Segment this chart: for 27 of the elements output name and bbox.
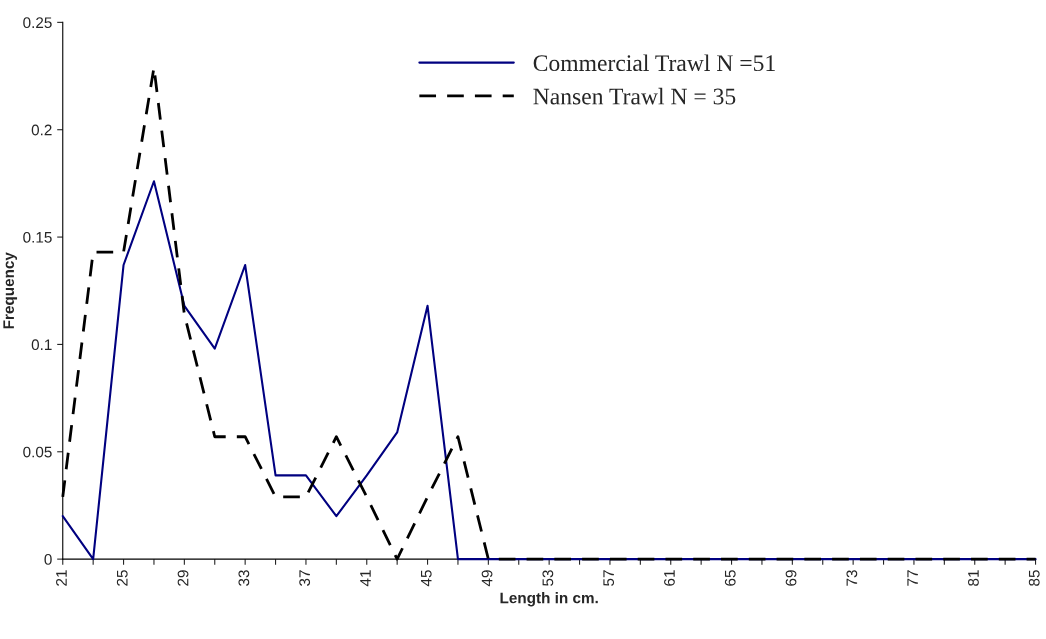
x-tick-label: 45 — [420, 570, 432, 587]
legend-label: Nansen Trawl N = 35 — [533, 87, 736, 105]
x-tick-label: 25 — [116, 570, 128, 586]
y-tick-label: 0.2 — [31, 124, 52, 136]
x-tick-label: 57 — [603, 570, 615, 586]
y-axis-title: Frequency — [3, 252, 18, 329]
legend-label: Commercial Trawl N =51 — [533, 54, 775, 72]
x-tick-label: 49 — [481, 570, 493, 587]
y-tick-label: 0.1 — [31, 339, 52, 351]
x-tick-label: 37 — [299, 570, 311, 586]
y-tick-label: 0.15 — [23, 231, 52, 243]
x-tick-label: 65 — [724, 570, 736, 586]
y-tick-label: 0 — [44, 553, 52, 565]
x-tick-label: 21 — [56, 570, 67, 586]
x-tick-label: 61 — [664, 570, 675, 586]
x-tick-label: 41 — [360, 570, 371, 587]
x-tick-label: 73 — [846, 570, 858, 586]
x-tick-label: 33 — [238, 570, 250, 586]
y-tick-label: 0.05 — [23, 446, 52, 458]
x-tick-label: 53 — [542, 570, 554, 586]
x-tick-label: 29 — [177, 570, 189, 586]
x-axis-title: Length in cm. — [500, 592, 598, 607]
x-tick-label: 81 — [968, 570, 979, 586]
x-tick-label: 85 — [1028, 570, 1040, 586]
x-tick-label: 69 — [785, 570, 797, 586]
x-tick-label: 77 — [907, 570, 918, 586]
y-tick-label: 0.25 — [23, 17, 52, 29]
